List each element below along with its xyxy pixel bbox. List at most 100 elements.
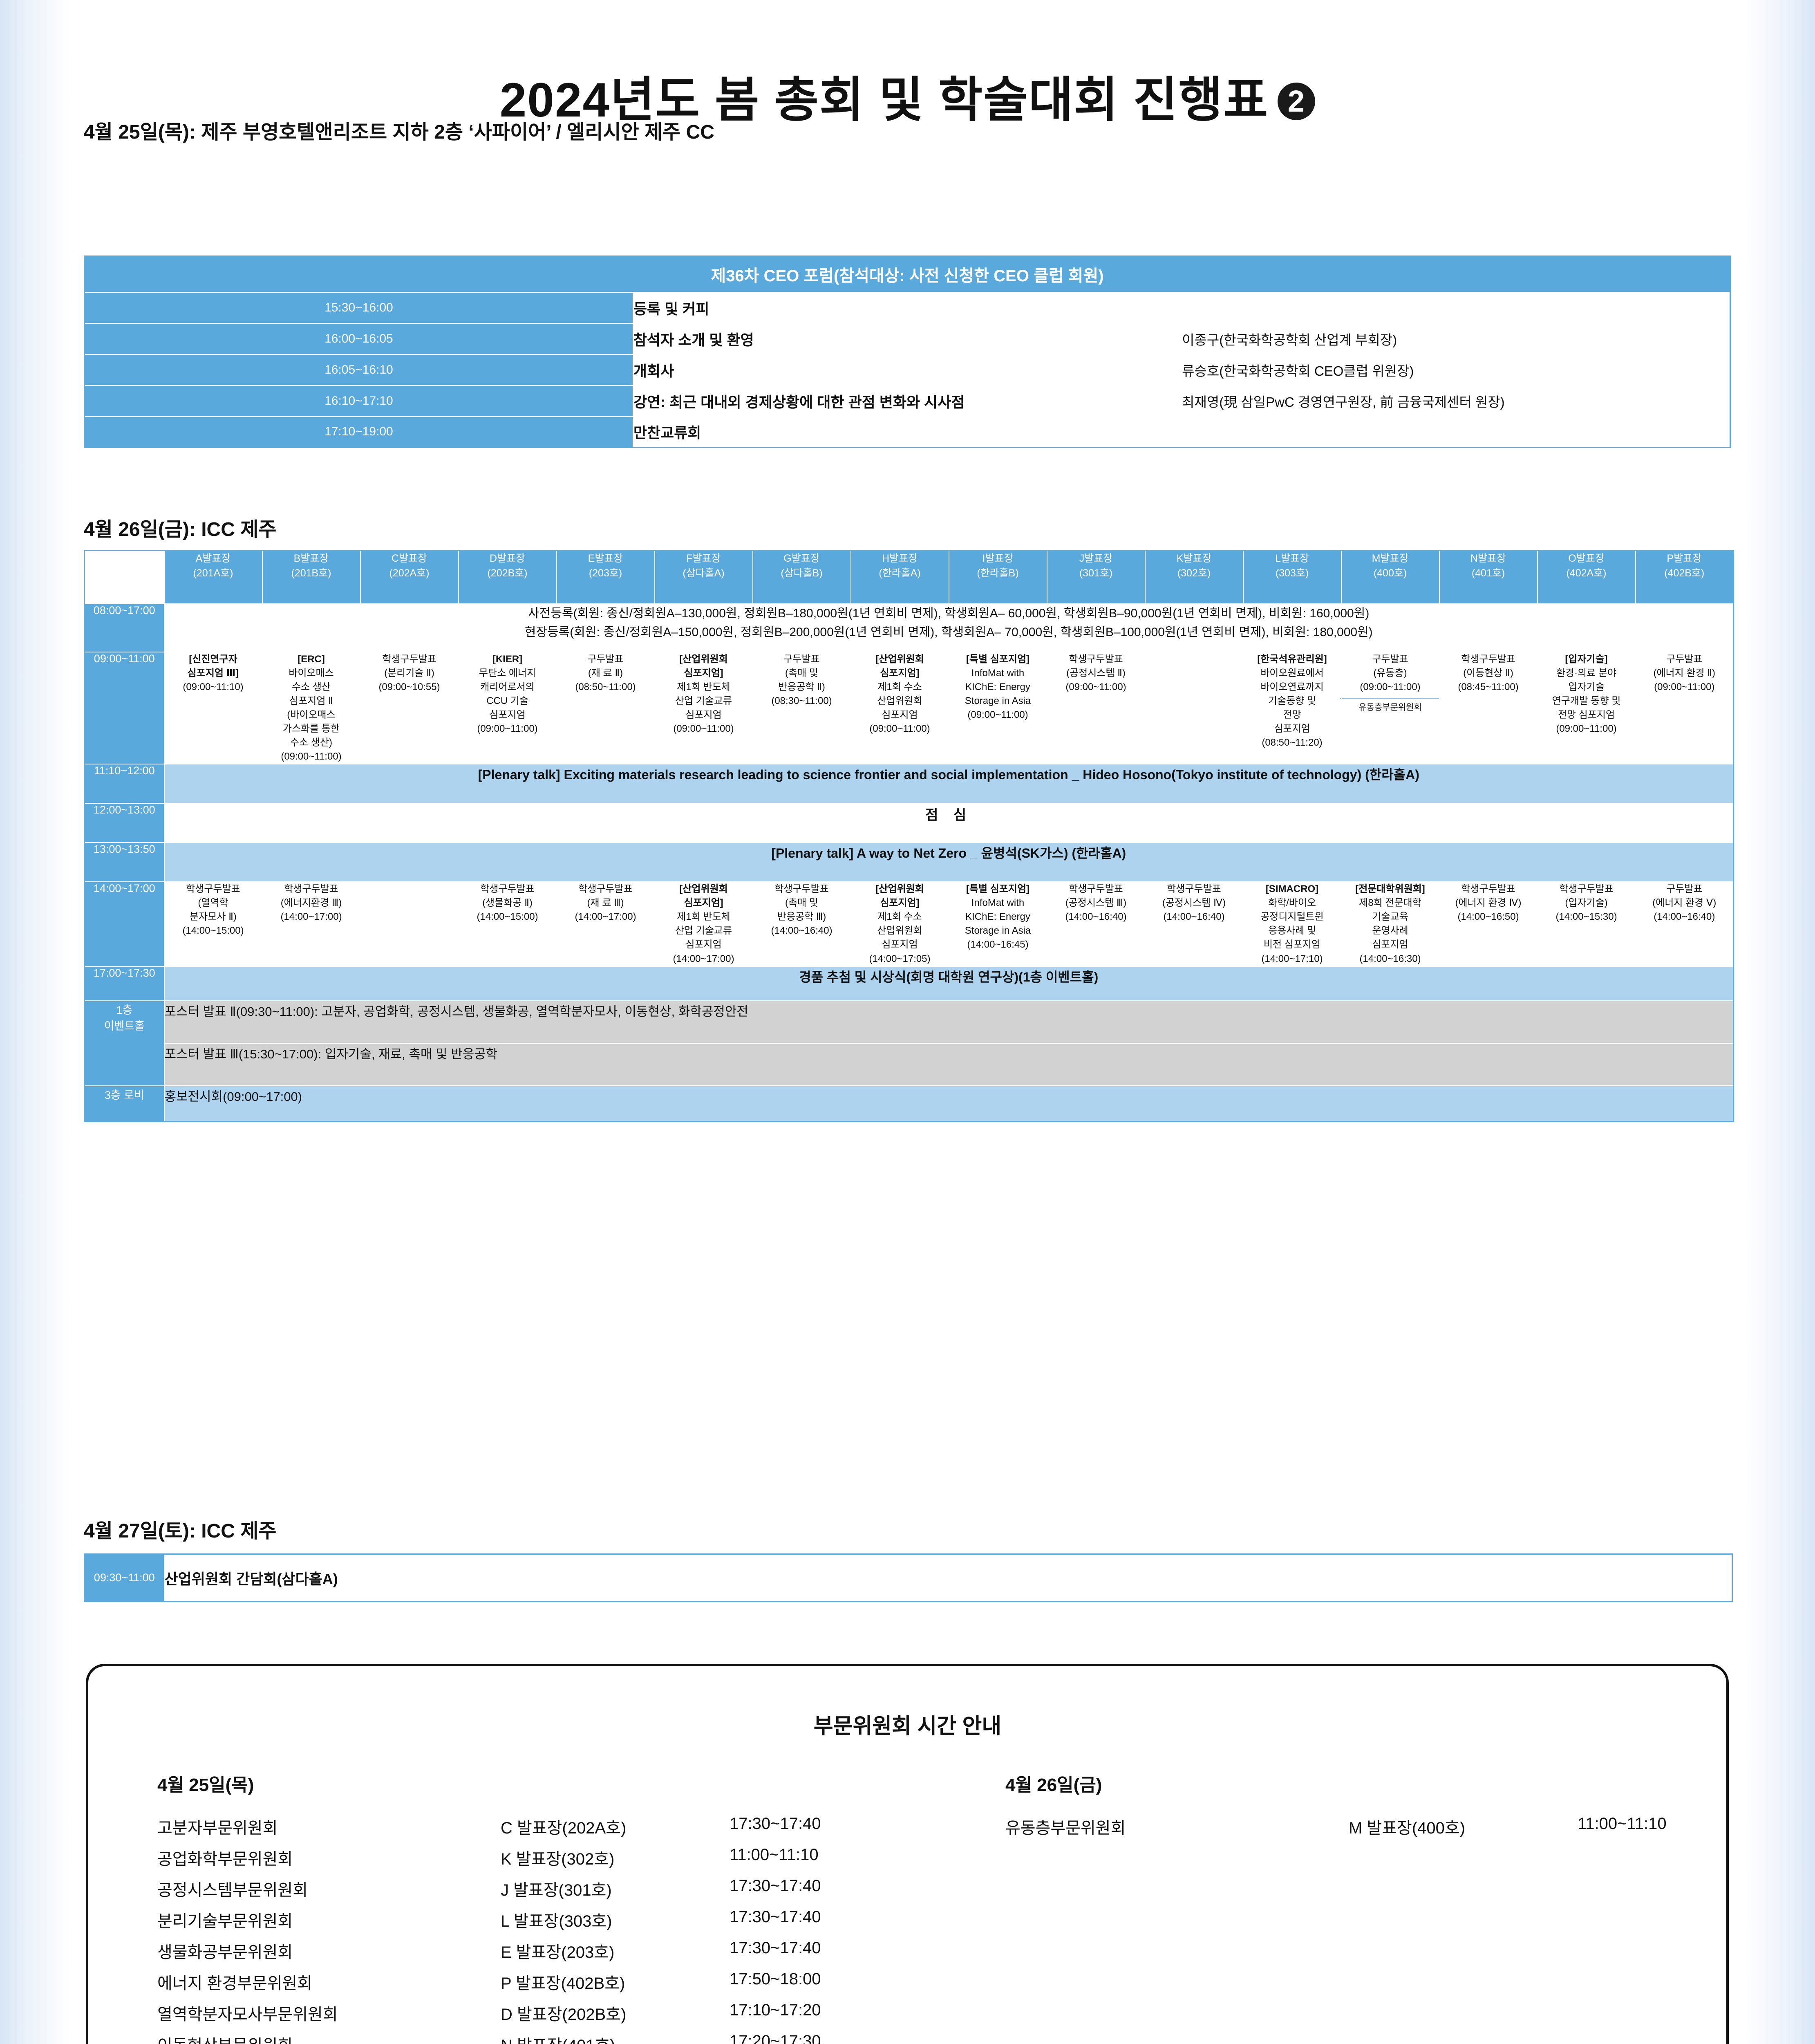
- ceo-row-time-1: 16:00~16:05: [84, 323, 633, 355]
- room-header-J발표장: J발표장 (301호): [1046, 550, 1146, 604]
- list-item: 이동현상부문위원회N 발표장(401호)17:20~17:30: [157, 2028, 918, 2044]
- ceo-row-topic-2: 개회사: [632, 354, 1182, 386]
- table-row: 09:30~11:00 산업위원회 간담회(삼다홀A): [84, 1553, 1733, 1602]
- morning-session-cell-16: 구두발표 (에너지 환경 Ⅱ) (09:00~11:00): [1635, 651, 1734, 765]
- room-header-E발표장: E발표장 (203호): [556, 550, 655, 604]
- list-item: 열역학분자모사부문위원회 D 발표장(202B호) 17:10~17:20: [157, 1997, 918, 2028]
- committee-day1-room-4: E 발표장(203호): [501, 1943, 615, 1961]
- registration-info: 사전등록(회원: 종신/정회원A–130,000원, 정회원B–180,000원…: [163, 603, 1734, 652]
- morning-session-cell-10: 학생구두발표 (공정시스템 Ⅱ) (09:00~11:00): [1046, 651, 1146, 765]
- committee-day1-name-4: 생물화공부문위원회: [157, 1943, 293, 1961]
- committee-day1-room-1: K 발표장(302호): [501, 1850, 615, 1868]
- committee-day1-time-0: 17:30~17:40: [730, 1815, 821, 1833]
- ceo-row-time-0: 15:30~16:00: [84, 291, 633, 324]
- award-ceremony-text: 경품 추첨 및 시상식(회명 대학원 연구상)(1층 이벤트홀): [163, 966, 1734, 1001]
- list-item: 생물화공부문위원회 E 발표장(203호) 17:30~17:40: [157, 1935, 918, 1966]
- committee-day1-time-4: 17:30~17:40: [730, 1939, 821, 1957]
- table-row: 제36차 CEO 포럼(참석대상: 사전 신청한 CEO 클럽 회원): [84, 256, 1731, 293]
- room-header-C발표장: C발표장 (202A호): [360, 550, 459, 604]
- ceo-row-speaker-1: 이종구(한국화학공학회 산업계 부회장): [1181, 323, 1731, 355]
- afternoon-session-cell-6: [산업위원회 심포지엄] 제1회 반도체 산업 기술교류 심포지엄 (14:00~17:0…: [654, 881, 753, 967]
- afternoon-session-cell-5: 학생구두발표 (재 료 Ⅲ) (14:00~17:00): [556, 881, 655, 967]
- ceo-row-time-3: 16:10~17:10: [84, 385, 633, 417]
- ceo-forum-header: 제36차 CEO 포럼(참석대상: 사전 신청한 CEO 클럽 회원): [84, 256, 1731, 293]
- ceo-row-time-2: 16:05~16:10: [84, 354, 633, 386]
- morning-session-cell-8: [산업위원회 심포지엄] 제1회 수소 산업위원회 심포지엄 (09:00~11:00): [850, 651, 949, 765]
- committee-day1-list: 고분자부문위원회 C 발표장(202A호) 17:30~17:40 공업화학부문위원회…: [157, 1811, 918, 2044]
- afternoon-session-cell-10: 학생구두발표 (공정시스템 Ⅲ) (14:00~16:40): [1046, 881, 1146, 967]
- ceo-row-topic-4: 만찬교류회: [632, 416, 1731, 448]
- morning-session-cell-11: [1144, 651, 1244, 765]
- morning-session-cell-4: [KIER] 무탄소 에너지 캐리어로서의 CCU 기술 심포지엄 (09:00~11:0…: [458, 651, 557, 765]
- committee-day1-room-6: D 발표장(202B호): [501, 2006, 627, 2024]
- room-header-G발표장: G발표장 (삼다홀B): [752, 550, 851, 604]
- room-header-M발표장: M발표장 (400호): [1341, 550, 1440, 604]
- morning-session-cell-7: 구두발표 (촉매 및 반응공학 Ⅱ) (08:30~11:00): [752, 651, 851, 765]
- list-item: 에너지 환경부문위원회 P 발표장(402B호) 17:50~18:00: [157, 1966, 918, 1997]
- poster-hall-label: 1층 이벤트홀: [84, 1000, 165, 1086]
- room-header-K발표장: K발표장 (302호): [1144, 550, 1244, 604]
- page-number-badge: 2: [1278, 83, 1316, 120]
- committee-day1-room-5: P 발표장(402B호): [501, 1975, 625, 1992]
- afternoon-session-cell-13: [전문대학위원회] 제8회 전문대학 기술교육 운영사례 심포지엄 (14:00~16:3…: [1341, 881, 1440, 967]
- table-row: 포스터 발표 Ⅲ(15:30~17:00): 입자기술, 재료, 촉매 및 반응…: [85, 1042, 1734, 1086]
- schedule-corner: [84, 550, 165, 604]
- morning-session-subcommittee-13: 유동층부문위원회: [1340, 698, 1441, 715]
- committee-day1-room-7: N 발표장(401호): [501, 2028, 730, 2044]
- ceo-row-speaker-2: 류승호(한국화학공학회 CEO클럽 위원장): [1181, 354, 1731, 386]
- room-header-N발표장: N발표장 (401호): [1439, 550, 1538, 604]
- committee-day1-time-3: 17:30~17:40: [730, 1908, 821, 1926]
- committee-day1-time-6: 17:10~17:20: [730, 2001, 821, 2019]
- list-item: 분리기술부문위원회 L 발표장(303호) 17:30~17:40: [157, 1904, 918, 1935]
- afternoon-session-cell-8: [산업위원회 심포지엄] 제1회 수소 산업위원회 심포지엄 (14:00~17:05): [850, 881, 949, 967]
- list-item: 공업화학부문위원회 K 발표장(302호) 11:00~11:10: [157, 1842, 918, 1873]
- plenary-talk-2-time: 13:00~13:50: [84, 842, 165, 883]
- table-row: 08:00~17:00 사전등록(회원: 종신/정회원A–130,000원, 정회…: [84, 603, 1734, 652]
- table-row: 1층 이벤트홀 포스터 발표 Ⅱ(09:30~11:00): 고분자, 공업화학, …: [84, 1000, 1734, 1086]
- room-header-H발표장: H발표장 (한라홀A): [850, 550, 949, 604]
- afternoon-session-time: 14:00~17:00: [84, 881, 165, 967]
- award-ceremony-time: 17:00~17:30: [84, 966, 165, 1001]
- table-row: 14:00~17:00 학생구두발표 (열역학 분자모사 Ⅱ) (14:00~15:00…: [84, 881, 1734, 967]
- saturday-schedule-table: 09:30~11:00 산업위원회 간담회(삼다홀A): [84, 1553, 1733, 1602]
- page-title: 2024년도 봄 총회 및 학술대회 진행표 2: [0, 61, 1815, 130]
- day-heading-apr25: 4월 25일(목): 제주 부영호텔앤리조트 지하 2층 ‘사파이어’ / 엘리…: [84, 121, 714, 143]
- page-title-text: 2024년도 봄 총회 및 학술대회 진행표: [499, 73, 1269, 127]
- poster-session-2: 포스터 발표 Ⅱ(09:30~11:00): 고분자, 공업화학, 공정시스템,…: [163, 1000, 1734, 1044]
- ceo-row-speaker-3: 최재영(現 삼일PwC 경영연구원장, 前 금융국제센터 원장): [1181, 385, 1731, 417]
- committee-day1-name-6: 열역학분자모사부문위원회: [157, 2006, 338, 2024]
- committee-day1-time-2: 17:30~17:40: [730, 1877, 821, 1895]
- afternoon-session-cell-4: 학생구두발표 (생물화공 Ⅱ) (14:00~15:00): [458, 881, 557, 967]
- room-header-B발표장: B발표장 (201B호): [262, 550, 361, 604]
- saturday-time: 09:30~11:00: [84, 1553, 165, 1602]
- afternoon-session-cell-7: 학생구두발표 (촉매 및 반응공학 Ⅲ) (14:00~16:40): [752, 881, 851, 967]
- room-header-F발표장: F발표장 (삼다홀A): [654, 550, 753, 604]
- afternoon-session-cell-2: 학생구두발표 (에너지환경 Ⅲ) (14:00~17:00): [262, 881, 361, 967]
- morning-session-cell-9: [특별 심포지엄] InfoMat with KIChE: Energy Storag…: [948, 651, 1047, 765]
- committee-day1-name-2: 공정시스템부문위원회: [157, 1881, 308, 1899]
- afternoon-session-cell-1: 학생구두발표 (열역학 분자모사 Ⅱ) (14:00~15:00): [163, 881, 263, 967]
- ceo-row-time-4: 17:10~19:00: [84, 416, 633, 448]
- room-header-L발표장: L발표장 (303호): [1242, 550, 1342, 604]
- morning-session-cell-12: [한국석유관리원] 바이오원료에서 바이오연료까지 기술동향 및 전망 심포지엄 (08:5…: [1242, 651, 1342, 765]
- ceo-row-topic-1: 참석자 소개 및 환영: [632, 323, 1182, 355]
- committee-day2-room-0: M 발표장(400호): [1349, 1819, 1466, 1837]
- ceo-row-topic-3: 강연: 최근 대내외 경제상황에 대한 관점 변화와 시사점: [632, 385, 1182, 417]
- table-row: 09:00~11:00 [신진연구자 심포지엄 Ⅲ] (09:00~11:10) [ER…: [84, 651, 1734, 765]
- table-row: 16:00~16:05 참석자 소개 및 환영 이종구(한국화학공학회 산업계 부회…: [84, 323, 1731, 355]
- promotion-exhibition: 홍보전시회(09:00~17:00): [163, 1085, 1734, 1122]
- plenary-talk-1-time: 11:10~12:00: [84, 764, 165, 804]
- committee-day2-time-0: 11:00~11:10: [1578, 1815, 1667, 1833]
- morning-session-cell-2: [ERC] 바이오매스 수소 생산 심포지엄 Ⅱ (바이오매스 가스화를 통한 수소 생산)…: [262, 651, 361, 765]
- table-row: 16:10~17:10 강연: 최근 대내외 경제상황에 대한 관점 변화와 시사…: [84, 385, 1731, 417]
- committee-day2-name-0: 유동층부문위원회: [1005, 1819, 1126, 1837]
- committee-day2-title: 4월 26일(금): [1005, 1775, 1102, 1795]
- committee-day1-name-3: 분리기술부문위원회: [157, 1912, 293, 1930]
- table-row: 17:10~19:00 만찬교류회: [84, 416, 1731, 448]
- day-heading-apr27: 4월 27일(토): ICC 제주: [84, 1520, 277, 1542]
- table-row: 12:00~13:00 점 심: [84, 803, 1734, 843]
- table-row: 3층 로비 홍보전시회(09:00~17:00): [84, 1085, 1734, 1122]
- afternoon-session-cell-14: 학생구두발표 (에너지 환경 Ⅳ) (14:00~16:50): [1439, 881, 1538, 967]
- list-item: 유동층부문위원회 M 발표장(400호) 11:00~11:10: [1005, 1811, 1766, 1842]
- ceo-row-topic-0: 등록 및 커피: [632, 291, 1731, 324]
